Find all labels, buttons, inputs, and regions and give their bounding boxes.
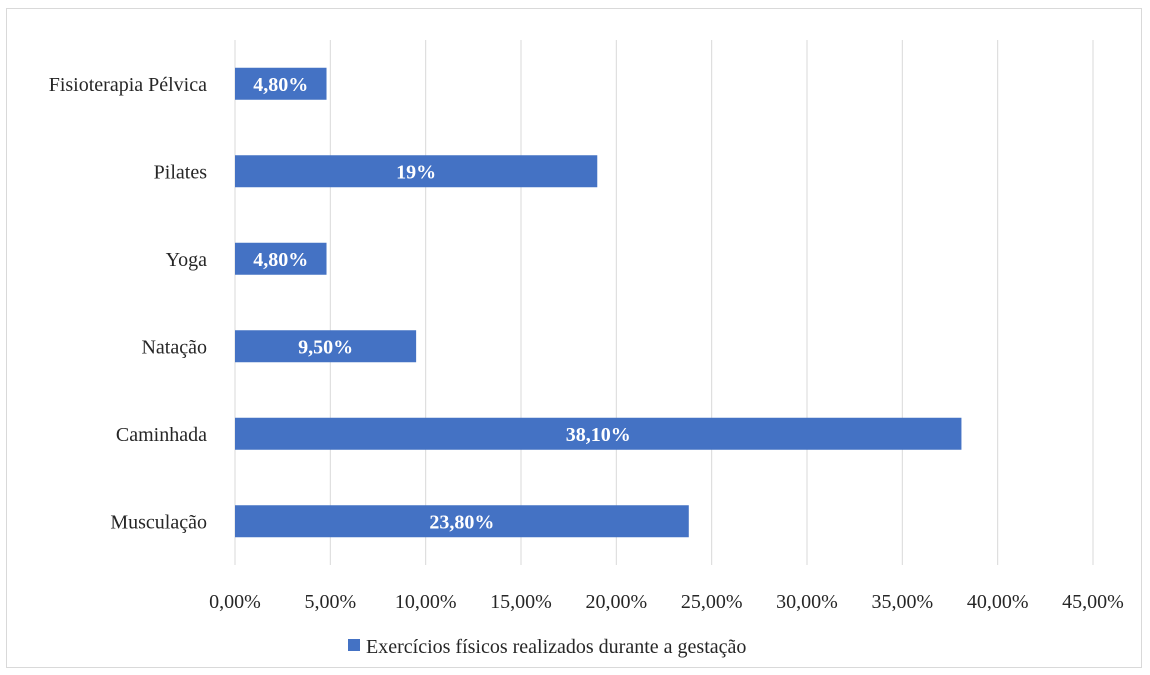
- bar: [235, 67, 327, 100]
- bar: [235, 155, 598, 188]
- category-label: Natação: [141, 336, 207, 358]
- x-tick-label: 20,00%: [585, 591, 647, 613]
- chart-frame: [6, 8, 1142, 668]
- x-tick-labels: 0,00% 5,00% 10,00% 15,00% 20,00% 25,00% 30,00%…: [209, 591, 1124, 613]
- category-label: Fisioterapia Pélvica: [49, 74, 207, 96]
- legend-label: Exercícios físicos realizados durante a …: [366, 636, 746, 658]
- bar: [235, 330, 417, 363]
- data-label: 4,80%: [253, 74, 308, 96]
- category-label: Pilates: [154, 161, 208, 183]
- x-tick-label: 35,00%: [871, 591, 933, 613]
- category-label: Musculação: [110, 511, 207, 533]
- data-label: 4,80%: [253, 249, 308, 271]
- category-label: Caminhada: [116, 424, 207, 446]
- category-labels: Fisioterapia Pélvica Pilates Yoga Natação Ca…: [49, 74, 208, 534]
- x-tick-label: 30,00%: [776, 591, 838, 613]
- category-label: Yoga: [166, 249, 207, 271]
- bars: 4,80% 19% 4,80% 9,50% 38,10% 23,80%: [235, 67, 962, 538]
- legend-swatch: [348, 639, 360, 651]
- data-label: 38,10%: [566, 424, 631, 446]
- data-label: 9,50%: [298, 336, 353, 358]
- legend: Exercícios físicos realizados durante a …: [348, 636, 746, 658]
- x-tick-label: 40,00%: [967, 591, 1029, 613]
- x-tick-label: 15,00%: [490, 591, 552, 613]
- bar: [235, 505, 689, 538]
- data-label: 19%: [396, 161, 436, 183]
- x-tick-label: 0,00%: [209, 591, 261, 613]
- bar: [235, 417, 962, 450]
- gridlines: [234, 40, 1094, 565]
- x-tick-label: 25,00%: [681, 591, 743, 613]
- x-tick-label: 10,00%: [395, 591, 457, 613]
- bar: [235, 242, 327, 275]
- x-tick-label: 45,00%: [1062, 591, 1124, 613]
- x-tick-label: 5,00%: [304, 591, 356, 613]
- data-label: 23,80%: [429, 511, 494, 533]
